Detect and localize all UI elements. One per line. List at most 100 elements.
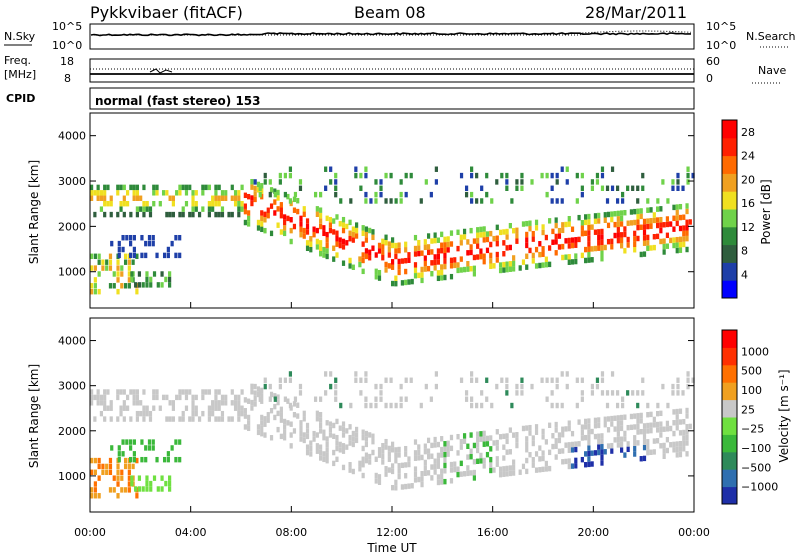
velocity-cell [678, 430, 683, 436]
velocity-cell [151, 439, 155, 445]
velocity-cell [119, 389, 123, 395]
power-cell [319, 223, 323, 230]
velocity-cell [149, 486, 153, 492]
power-cell [554, 222, 558, 229]
velocity-cell [508, 449, 512, 455]
power-cell [479, 232, 483, 238]
velocity-cell [652, 422, 656, 428]
velocity-cell [168, 486, 172, 492]
power-cell [348, 219, 352, 226]
power-cell [426, 233, 431, 239]
power-cell [505, 228, 509, 235]
power-cell [390, 237, 395, 243]
velocity-cell [188, 416, 192, 422]
power-cell [655, 217, 660, 223]
power-cell [430, 270, 434, 277]
power-cell [443, 258, 447, 264]
velocity-cell [152, 389, 156, 395]
power-cell [672, 204, 676, 211]
power-cell [475, 198, 479, 204]
power-cell [325, 231, 329, 238]
velocity-cell [440, 452, 444, 458]
velocity-cell [502, 455, 506, 461]
velocity-cell [520, 377, 524, 383]
velocity-cell [678, 408, 683, 414]
power-cell [574, 253, 578, 259]
power-cell [482, 226, 486, 232]
velocity-cell [470, 396, 474, 402]
power-cell [341, 244, 346, 250]
velocity-cell [348, 434, 352, 441]
power-cell [165, 190, 169, 196]
power-cell [129, 184, 133, 191]
velocity-cell [610, 390, 615, 396]
velocity-cell [691, 377, 695, 383]
velocity-cell [560, 402, 564, 409]
power-cell [288, 198, 293, 204]
velocity-cell [276, 410, 280, 417]
power-cell [145, 276, 149, 283]
power-cell [443, 236, 447, 243]
power-cell [485, 236, 490, 243]
power-cell [417, 250, 421, 257]
power-cell [515, 233, 519, 239]
power-cell [413, 234, 418, 241]
velocity-cell [671, 390, 675, 396]
velocity-cell [646, 402, 650, 409]
power-cell [675, 215, 679, 221]
power-cell [659, 206, 663, 212]
velocity-cell [325, 447, 329, 453]
velocity-cell [613, 426, 617, 432]
power-cell [305, 229, 310, 235]
power-cell [319, 212, 323, 219]
power-cell [325, 242, 329, 249]
power-cell [662, 222, 666, 228]
power-cell [580, 252, 584, 259]
velocity-cell [409, 377, 413, 383]
power-cell [302, 206, 306, 212]
velocity-cell [436, 463, 440, 469]
power-cell [538, 262, 542, 269]
power-cell [260, 210, 264, 216]
power-cell [335, 236, 339, 242]
velocity-cell [541, 428, 545, 435]
velocity-cell [230, 400, 234, 406]
velocity-cell [313, 396, 318, 402]
velocity-cell [561, 426, 565, 432]
velocity-cell [417, 476, 421, 483]
velocity-cell [675, 419, 679, 426]
power-cell [125, 190, 130, 196]
power-cell [561, 243, 565, 250]
cpid-value: normal (fast stereo) 153 [95, 94, 261, 108]
velocity-cell [132, 439, 136, 445]
velocity-cell [544, 439, 548, 445]
power-cell [485, 172, 489, 179]
power-cell [149, 282, 153, 288]
velocity-cell [419, 402, 423, 409]
velocity-cell [184, 394, 189, 401]
velocity-cell [96, 394, 100, 401]
velocity-cell [155, 456, 159, 463]
velocity-cell [620, 441, 624, 448]
velocity-cell [672, 447, 676, 453]
power-cell [93, 283, 97, 289]
power-cell [642, 229, 647, 236]
velocity-cell [544, 460, 548, 467]
velocity-cell [379, 390, 383, 396]
power-cell [224, 190, 228, 196]
velocity-cell [636, 423, 640, 430]
velocity-cell [364, 371, 368, 377]
power-cell [364, 253, 369, 260]
x-tick-label: 08:00 [275, 526, 307, 539]
velocity-cell [247, 420, 251, 426]
power-cell [149, 276, 153, 283]
power-cell [610, 238, 614, 245]
power-cell [449, 263, 454, 269]
velocity-cell [636, 418, 640, 424]
velocity-cell [459, 444, 463, 450]
power-cell [538, 241, 542, 247]
power-cell [407, 279, 411, 285]
power-cell [597, 229, 601, 235]
power-cell [639, 208, 643, 214]
power-cell [495, 251, 499, 258]
